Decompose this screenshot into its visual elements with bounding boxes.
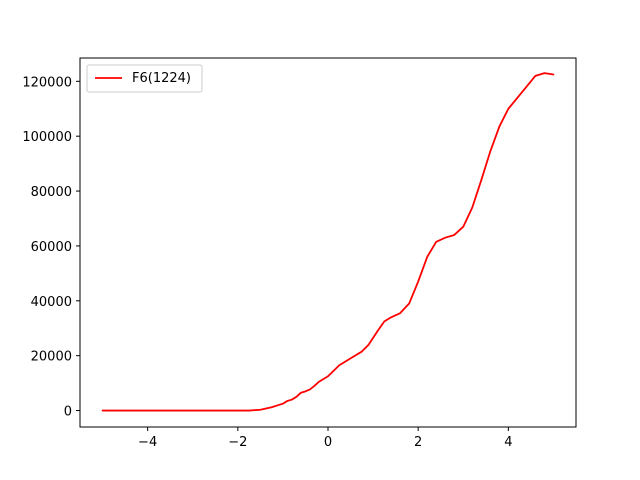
plot-area [80, 58, 576, 427]
y-tick-label: 0 [64, 405, 72, 420]
legend: F6(1224) [86, 64, 203, 93]
legend-frame [86, 64, 203, 93]
x-tick-label: 0 [324, 435, 332, 450]
x-tick-label: 4 [504, 435, 512, 450]
x-tick-label: −2 [228, 435, 247, 450]
series-line-0 [101, 72, 555, 412]
axes: −4 −2 0 2 4 0 20000 40000 60000 80000 100000 120000 [22, 57, 577, 450]
plot-background [80, 58, 576, 427]
x-tick-label: −4 [138, 435, 157, 450]
legend-label: F6(1224) [132, 71, 191, 86]
y-tick-label: 60000 [31, 240, 72, 255]
y-tick-label: 100000 [22, 130, 72, 145]
y-tick-label: 20000 [31, 350, 72, 365]
x-tick-label: 2 [414, 435, 422, 450]
y-tick-label: 40000 [31, 295, 72, 310]
y-tick-label: 120000 [22, 75, 72, 90]
y-tick-label: 80000 [31, 185, 72, 200]
series-layer [101, 72, 555, 412]
